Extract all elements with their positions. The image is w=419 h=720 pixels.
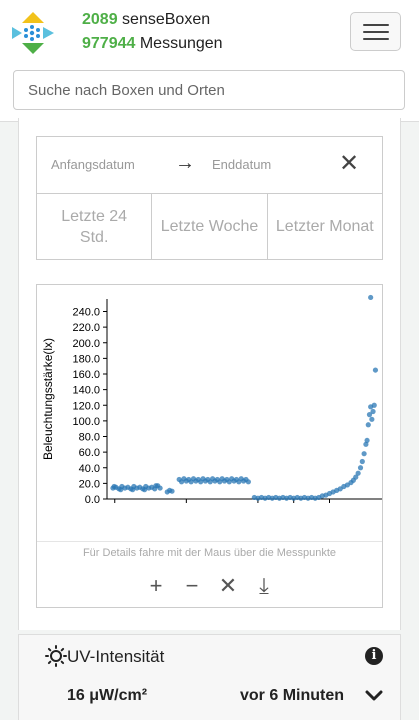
data-point[interactable] xyxy=(355,470,361,476)
info-icon[interactable]: i xyxy=(365,647,383,665)
sensebox-logo-icon[interactable] xyxy=(10,10,56,56)
search-input[interactable] xyxy=(13,70,405,110)
zoom-in-icon[interactable]: + xyxy=(149,573,163,598)
chart-toolbar: + − ✕ ⤓ xyxy=(145,573,275,599)
y-tick-label: 60.0 xyxy=(79,447,100,459)
uv-value: 16 μW/cm² xyxy=(67,687,148,704)
scatter-chart[interactable]: 0.0 20.0 40.0 60.0 80.0 100.0 120.0 140.0 160.0 1… xyxy=(37,285,382,535)
start-date-input[interactable]: Anfangsdatum xyxy=(51,157,135,172)
sun-icon xyxy=(45,645,67,667)
uv-sensor-card[interactable]: UV-Intensität i 16 μW/cm² vor 6 Minuten xyxy=(18,634,401,720)
data-point[interactable] xyxy=(153,483,159,489)
data-point[interactable] xyxy=(353,474,359,480)
data-point[interactable] xyxy=(372,367,379,373)
data-point[interactable] xyxy=(368,294,374,301)
menu-button[interactable] xyxy=(350,12,401,51)
y-tick-label: 20.0 xyxy=(79,478,100,490)
data-point[interactable] xyxy=(363,441,369,447)
quick-range-group: Letzte 24 Std. Letzte Woche Letzter Mona… xyxy=(36,193,383,260)
data-point[interactable] xyxy=(130,487,136,493)
hamburger-icon-line xyxy=(363,31,389,33)
range-last-month-button[interactable]: Letzter Monat xyxy=(275,218,374,235)
chart-divider xyxy=(37,541,382,542)
app-header: 2089 senseBoxen 977944 Messungen xyxy=(0,0,419,122)
chevron-down-icon[interactable] xyxy=(365,689,383,703)
y-tick-label: 100.0 xyxy=(72,416,100,428)
y-tick-label: 220.0 xyxy=(72,322,100,334)
y-tick-label: 40.0 xyxy=(79,463,100,475)
data-point[interactable] xyxy=(118,487,124,493)
data-points xyxy=(110,294,379,501)
boxes-count: 2089 xyxy=(82,11,118,28)
boxes-label: senseBoxen xyxy=(122,11,211,28)
data-point[interactable] xyxy=(370,408,376,415)
clear-date-icon[interactable]: ✕ xyxy=(339,150,360,177)
download-icon[interactable]: ⤓ xyxy=(259,573,269,598)
measurements-count: 977944 xyxy=(82,35,136,52)
end-date-input[interactable]: Enddatum xyxy=(212,157,272,172)
range-last-24h-button[interactable]: Letzte 24 Std. xyxy=(37,194,153,259)
x-tick-label: 2. Nov. 2018 xyxy=(84,509,146,521)
uv-time: vor 6 Minuten xyxy=(240,687,345,704)
data-point[interactable] xyxy=(371,402,377,408)
x-tick-label: 00:00 xyxy=(173,509,201,521)
measurements-label: Messungen xyxy=(139,35,223,52)
hamburger-icon-line xyxy=(363,38,389,40)
arrow-right-icon: → xyxy=(175,152,195,174)
y-tick-label: 200.0 xyxy=(72,338,100,350)
uv-title: UV-Intensität xyxy=(67,647,165,666)
date-range-picker: Anfangsdatum → Enddatum ✕ xyxy=(36,136,383,194)
x-tick-label: 3. Nov. 2018 xyxy=(227,509,289,521)
chart-hint: Für Details fahre mit der Maus über die … xyxy=(82,547,337,559)
stats-summary: 2089 senseBoxen 977944 Messungen xyxy=(82,8,223,56)
data-point[interactable] xyxy=(366,412,373,418)
data-point[interactable] xyxy=(359,458,365,465)
data-point[interactable] xyxy=(245,479,251,485)
chart-container: 0.0 20.0 40.0 60.0 80.0 100.0 120.0 140.0 160.0 1… xyxy=(36,284,383,608)
data-point[interactable] xyxy=(364,437,370,444)
y-tick-label: 80.0 xyxy=(79,432,100,444)
y-tick-label: 160.0 xyxy=(72,369,100,381)
range-last-week-button[interactable]: Letzte Woche xyxy=(152,194,268,259)
data-point[interactable] xyxy=(357,465,364,471)
zoom-out-icon[interactable]: − xyxy=(185,573,199,598)
y-tick-label: 240.0 xyxy=(72,307,100,319)
data-point[interactable] xyxy=(365,422,371,428)
reset-zoom-icon[interactable]: ✕ xyxy=(218,573,238,598)
hamburger-icon xyxy=(363,24,389,26)
x-tick-label: 06:00 xyxy=(280,509,308,521)
data-point[interactable] xyxy=(169,488,175,494)
data-point[interactable] xyxy=(369,416,375,422)
y-tick-label: 0.0 xyxy=(85,494,100,506)
y-tick-label: 140.0 xyxy=(72,385,100,397)
y-tick-label: 120.0 xyxy=(72,400,100,412)
data-point[interactable] xyxy=(361,451,367,457)
x-tick-label: 3. Nov. 2018 xyxy=(299,509,361,521)
y-tick-label: 180.0 xyxy=(72,353,100,365)
y-axis-label: Beleuchtungsstärke(lx) xyxy=(41,338,55,460)
data-point[interactable] xyxy=(141,487,148,493)
data-point[interactable] xyxy=(111,483,117,490)
data-point[interactable] xyxy=(157,485,163,491)
